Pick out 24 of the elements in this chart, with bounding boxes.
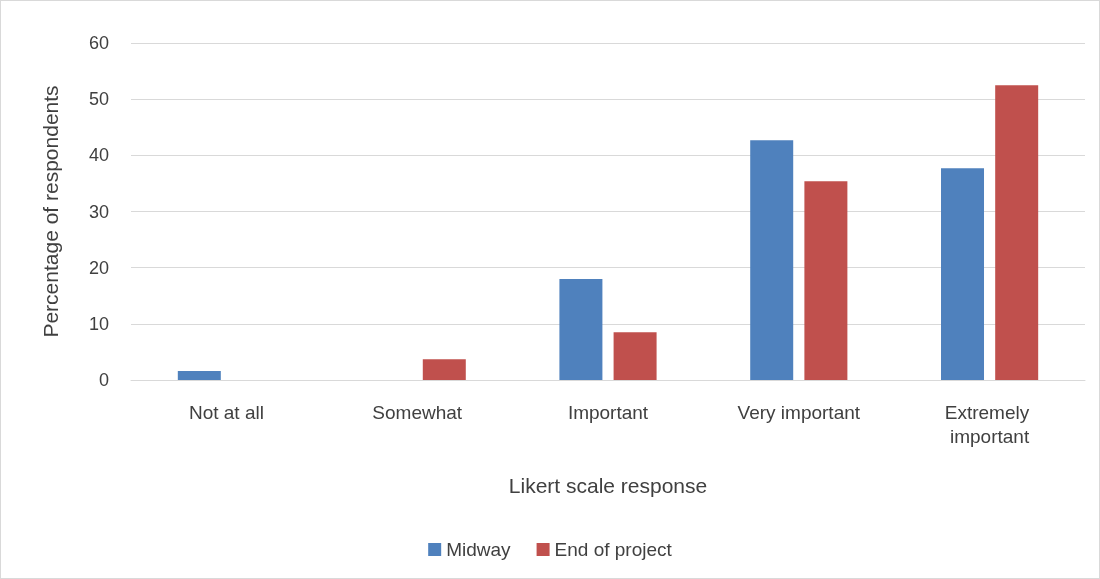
y-axis-title: Percentage of respondents — [39, 85, 62, 338]
bar — [177, 371, 221, 380]
y-tick-label: 0 — [98, 370, 109, 390]
bar — [995, 85, 1039, 380]
y-tick-label: 60 — [88, 33, 109, 53]
x-tick-label: Somewhat — [372, 401, 463, 423]
x-tick-label: Not at all — [188, 401, 264, 423]
y-tick-label: 50 — [88, 89, 109, 110]
bar — [941, 168, 985, 380]
y-tick-label: 10 — [88, 313, 109, 334]
legend-label: Midway — [446, 539, 512, 560]
y-tick-label: 30 — [88, 201, 109, 222]
x-tick-label: Very important — [737, 401, 861, 423]
x-axis-title: Likert scale response — [508, 474, 708, 497]
x-tick-label: Extremely important — [944, 401, 1035, 447]
y-tick-label: 40 — [88, 145, 109, 166]
x-tick-label: Important — [567, 401, 649, 423]
bar — [559, 278, 603, 380]
bar — [750, 140, 794, 380]
legend-label: End of project — [554, 539, 673, 560]
bar — [613, 332, 657, 380]
y-tick-label: 20 — [88, 257, 109, 278]
bar — [804, 181, 848, 380]
bar — [422, 359, 466, 380]
